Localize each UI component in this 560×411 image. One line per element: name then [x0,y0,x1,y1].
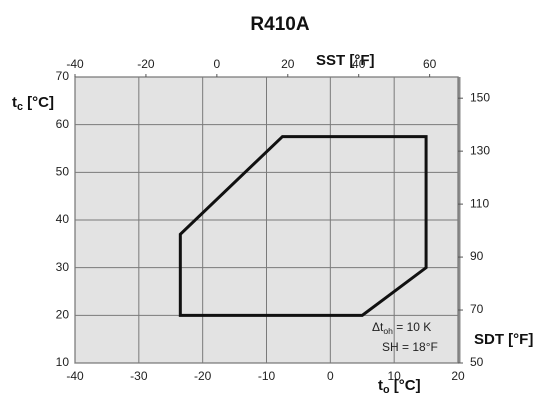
x-axis-label-main: t [378,377,383,394]
y2-axis-label: SDT [°F] [474,331,533,348]
x2-tick-label: -20 [137,57,155,71]
y-axis-label-main: t [12,94,17,111]
x-axis-label-rest: [°C] [390,377,421,394]
y-tick-label: 20 [56,308,70,322]
y-axis-label-rest: [°C] [23,94,54,111]
y2-tick-label: 90 [470,249,484,263]
y-tick-label: 50 [56,165,70,179]
y-axis-label: tc [°C] [12,94,54,113]
x-tick-label: 20 [451,369,465,383]
envelope-line [178,135,428,317]
y-tick-label: 30 [56,260,70,274]
annotation-main: Δt [372,320,384,334]
annotation-rest: = 10 K [393,320,431,334]
annotation: SH = 18°F [382,340,438,354]
x-tick-label: -30 [130,369,148,383]
x-axis-label: to [°C] [378,377,421,396]
x-tick-label: -20 [194,369,212,383]
annotation-sub: oh [383,326,393,336]
y2-tick-label: 110 [470,196,489,210]
x2-tick-label: 20 [281,57,295,71]
chart-title: R410A [250,14,309,35]
x-axis-label-sub: o [383,384,390,396]
y2-tick-label: 150 [470,90,490,104]
x2-tick-label: -40 [66,57,84,71]
y2-tick-label: 50 [470,355,484,369]
y-tick-label: 10 [56,355,70,369]
x-tick-label: 10 [387,369,401,383]
x-tick-label: -40 [66,369,84,383]
y-tick-label: 70 [56,69,70,83]
x2-tick-label: 40 [352,57,366,71]
x-tick-label: 0 [327,369,334,383]
y2-tick-label: 70 [470,302,484,316]
y-tick-label: 60 [56,117,70,131]
x2-axis-label: SST [°F] [316,52,375,69]
y-axis-label-sub: c [17,101,23,113]
y-tick-label: 40 [56,212,70,226]
annotation: Δtoh = 10 K [372,320,431,336]
y2-tick-label: 130 [470,143,490,157]
x-tick-label: -10 [258,369,276,383]
x2-tick-label: 0 [214,57,221,71]
x2-tick-label: 60 [423,57,437,71]
